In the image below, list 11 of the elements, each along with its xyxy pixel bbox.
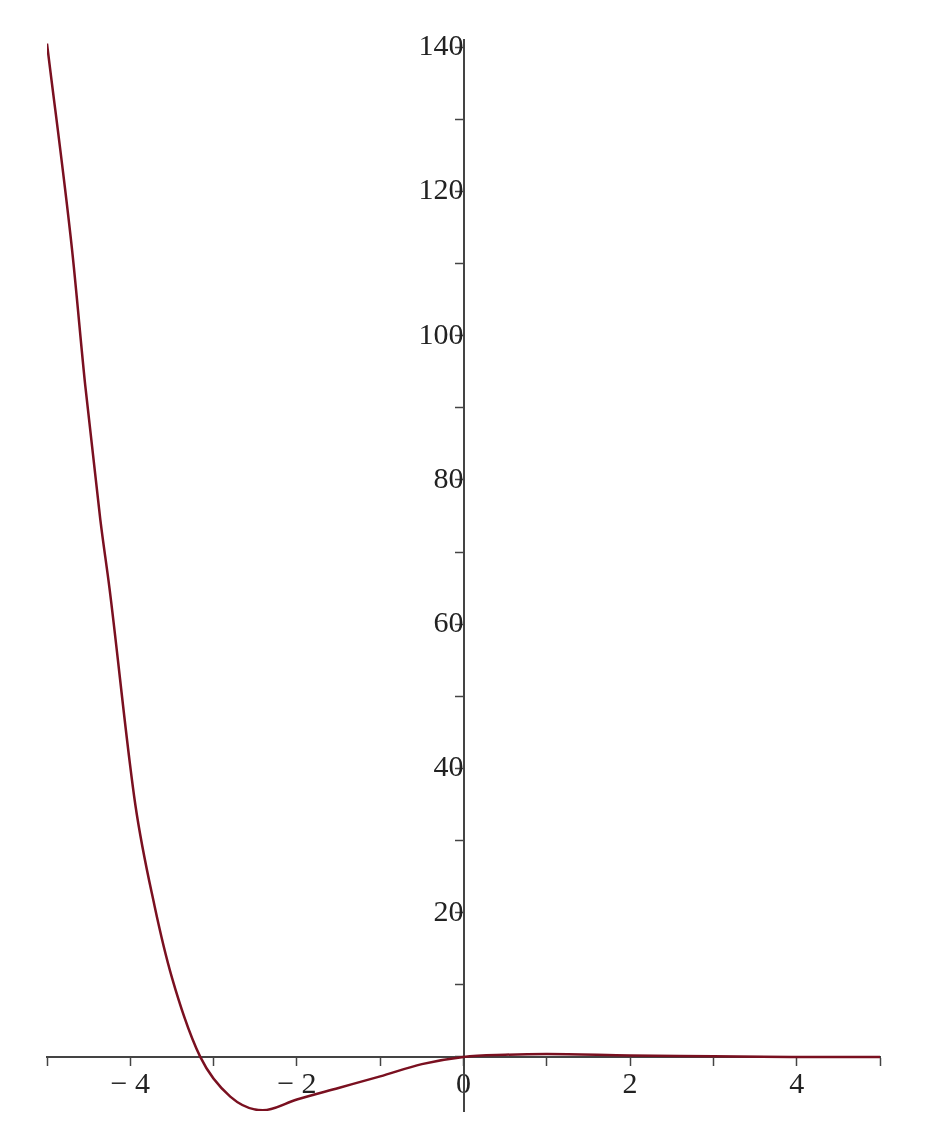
y-tick-label: 140 — [418, 28, 464, 62]
x-tick-label: − 2 — [277, 1065, 317, 1099]
y-tick-label: 60 — [433, 605, 464, 639]
y-tick-label: 80 — [433, 460, 464, 494]
x-tick-label: 4 — [789, 1065, 805, 1099]
y-tick-label: 120 — [418, 172, 464, 206]
x-tick-label: − 4 — [110, 1065, 151, 1099]
y-tick-label: 100 — [418, 316, 464, 350]
y-tick-label: 20 — [433, 893, 464, 927]
y-tick-label: 40 — [433, 749, 464, 783]
x-tick-label: 2 — [622, 1065, 638, 1099]
